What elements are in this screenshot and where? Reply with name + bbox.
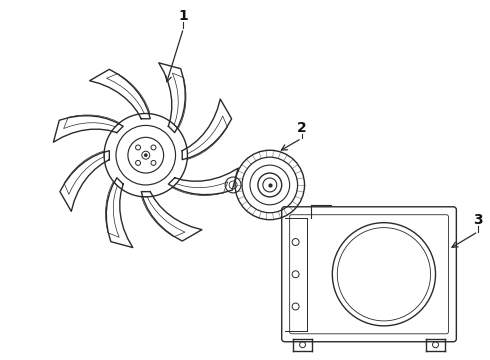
Text: 3: 3 xyxy=(473,213,483,227)
Text: 1: 1 xyxy=(178,9,188,23)
Circle shape xyxy=(144,154,147,157)
Text: 2: 2 xyxy=(296,121,306,135)
